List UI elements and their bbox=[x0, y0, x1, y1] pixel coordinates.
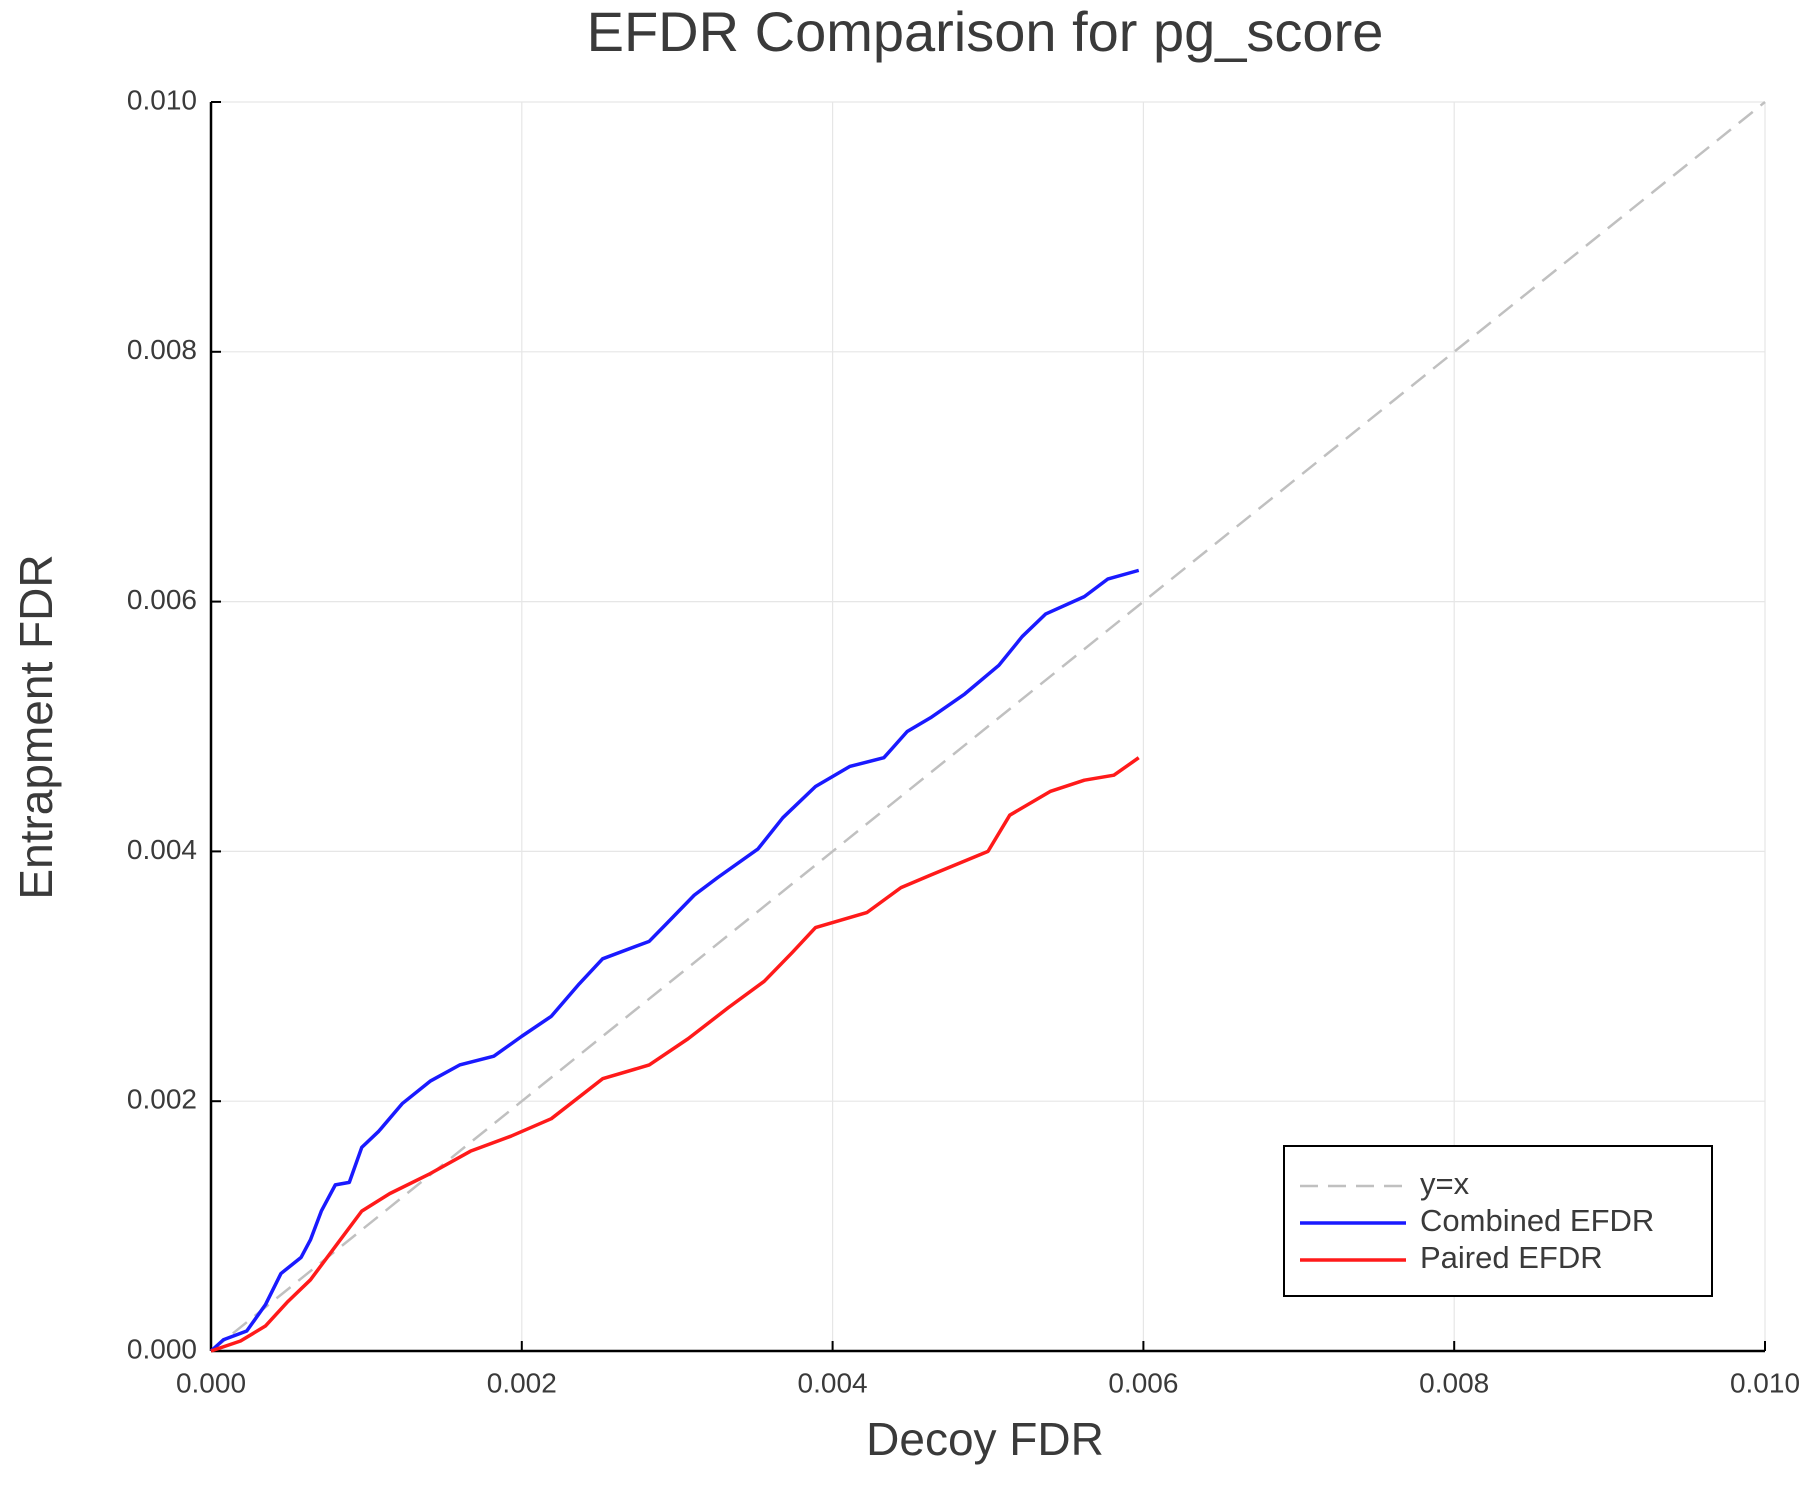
y-tick-label: 0.010 bbox=[127, 84, 197, 115]
y-tick-label: 0.008 bbox=[127, 334, 197, 365]
y-tick-label: 0.004 bbox=[127, 834, 197, 865]
x-tick-label: 0.002 bbox=[487, 1367, 557, 1398]
legend-label: Paired EFDR bbox=[1420, 1240, 1603, 1275]
x-tick-label: 0.008 bbox=[1419, 1367, 1489, 1398]
legend-label: Combined EFDR bbox=[1420, 1203, 1654, 1238]
y-tick-label: 0.000 bbox=[127, 1333, 197, 1364]
x-tick-label: 0.000 bbox=[176, 1367, 246, 1398]
chart-title: EFDR Comparison for pg_score bbox=[587, 0, 1384, 63]
x-tick-label: 0.010 bbox=[1730, 1367, 1800, 1398]
line-series bbox=[210, 756, 1140, 1353]
legend-box bbox=[1283, 1145, 1713, 1297]
x-tick-label: 0.006 bbox=[1108, 1367, 1178, 1398]
y-axis-label: Entrapment FDR bbox=[10, 554, 62, 899]
y-tick-label: 0.002 bbox=[127, 1084, 197, 1115]
y-tick-label: 0.006 bbox=[127, 584, 197, 615]
legend-label: y=x bbox=[1420, 1166, 1470, 1201]
line-series bbox=[210, 101, 1766, 1352]
x-tick-label: 0.004 bbox=[798, 1367, 868, 1398]
line-series bbox=[209, 568, 1140, 1353]
x-axis-label: Decoy FDR bbox=[866, 1413, 1104, 1465]
